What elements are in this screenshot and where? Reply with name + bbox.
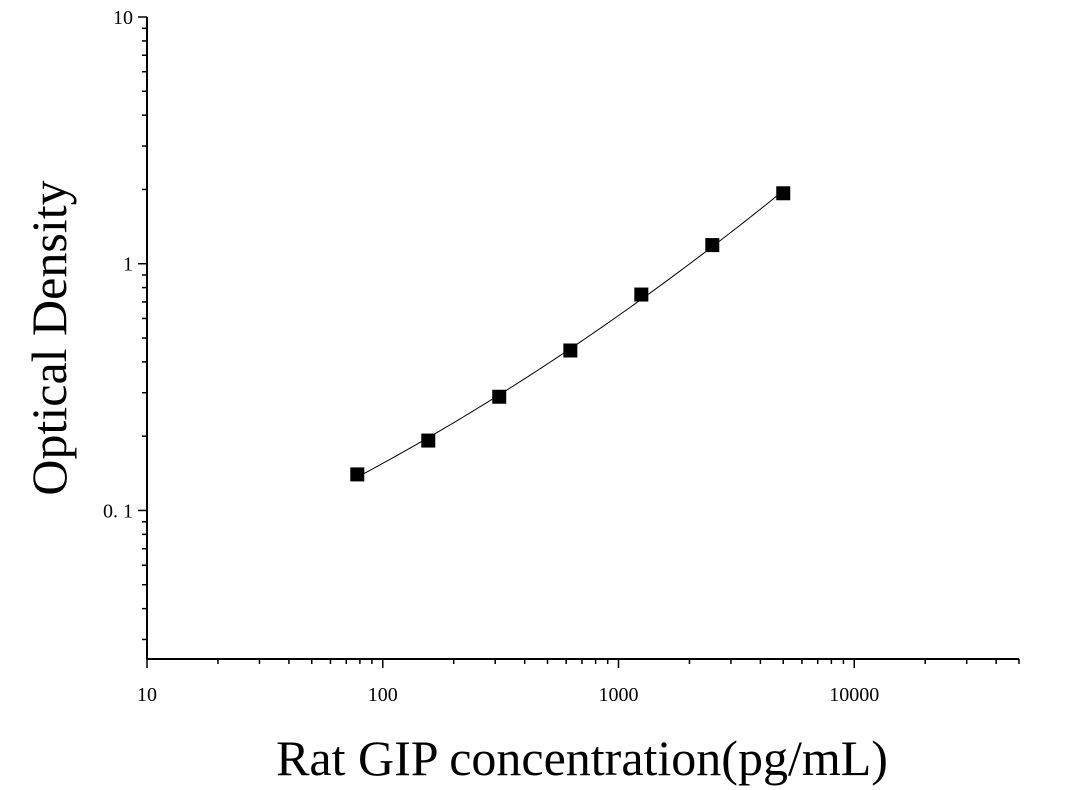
data-point — [421, 433, 436, 448]
data-point — [776, 186, 791, 201]
x-axis-title: Rat GIP concentration(pg/mL) — [276, 730, 888, 786]
tick-labels: 10 100 1000 10000 0. 1 1 10 — [103, 7, 879, 706]
data-point — [563, 343, 578, 358]
ticks — [138, 16, 1020, 668]
axes — [146, 17, 1019, 660]
x-tick-label: 10 — [137, 684, 157, 706]
x-tick-label: 1000 — [598, 684, 638, 706]
data-point — [492, 389, 507, 404]
x-tick-label: 100 — [368, 684, 398, 706]
data-points — [350, 186, 791, 482]
x-tick-label: 10000 — [829, 684, 879, 706]
fit-curve — [357, 190, 784, 478]
y-tick-label: 0. 1 — [103, 500, 133, 522]
data-point — [634, 287, 649, 302]
data-point — [350, 467, 365, 482]
y-tick-label: 10 — [113, 7, 133, 29]
y-tick-label: 1 — [123, 254, 133, 276]
data-point — [705, 238, 720, 253]
y-axis-title: Optical Density — [21, 180, 77, 495]
